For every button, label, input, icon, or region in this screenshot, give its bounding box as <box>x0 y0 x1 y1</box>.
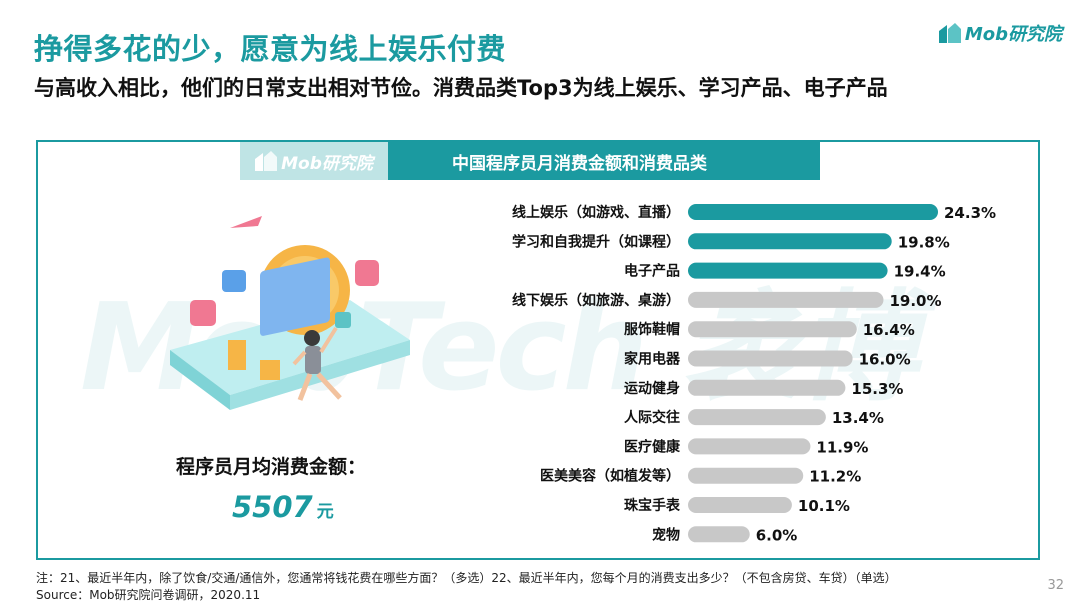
category-label: 电子产品 <box>624 263 680 280</box>
category-label: 人际交往 <box>624 409 680 426</box>
amount-value: 5507 元 <box>232 490 334 524</box>
consumption-bar-chart: 线上娱乐（如游戏、直播） 24.3% 学习和自我提升（如课程） 19.8% 电子产品 19… <box>512 204 996 544</box>
footnote-note: 注：21、最近半年内，除了饮食/交通/通信外，您通常将钱花费在哪些方面？（多选）… <box>36 571 897 585</box>
banner-title: 中国程序员月消费金额和消费品类 <box>388 142 820 180</box>
value-label: 15.3% <box>851 380 903 398</box>
banner-logo-text: Mob研究院 <box>281 153 373 174</box>
page-number: 32 <box>1047 578 1064 593</box>
footnote: 注：21、最近半年内，除了饮食/交通/通信外，您通常将钱花费在哪些方面？（多选）… <box>36 570 897 604</box>
bar <box>688 291 884 308</box>
bar <box>688 379 846 396</box>
value-label: 19.8% <box>898 233 950 251</box>
bar <box>688 409 826 426</box>
value-label: 19.4% <box>894 263 946 281</box>
category-label: 珠宝手表 <box>624 497 681 514</box>
category-label: 医美美容（如植发等） <box>540 468 680 485</box>
value-label: 10.1% <box>798 497 850 515</box>
logo-text: Mob研究院 <box>964 24 1062 45</box>
bar <box>688 350 853 367</box>
category-label: 家用电器 <box>624 351 681 368</box>
bar <box>688 497 792 513</box>
spending-illustration: $ <box>170 216 410 410</box>
banner-logo-icon <box>255 151 278 171</box>
value-label: 13.4% <box>832 409 884 427</box>
value-label: 11.9% <box>816 438 868 456</box>
category-label: 运动健身 <box>624 380 680 397</box>
category-label: 宠物 <box>652 526 680 543</box>
category-label: 服饰鞋帽 <box>624 321 680 338</box>
banner-logo: Mob研究院 <box>240 142 388 180</box>
bar <box>688 233 892 250</box>
category-label: 学习和自我提升（如课程） <box>512 233 680 250</box>
value-label: 16.0% <box>859 351 911 369</box>
page-subtitle: 与高收入相比，他们的日常支出相对节俭。消费品类Top3为线上娱乐、学习产品、电子… <box>34 76 888 100</box>
amount-unit: 元 <box>316 502 334 522</box>
page-title: 挣得多花的少，愿意为线上娱乐付费 <box>34 32 507 66</box>
category-label: 线下娱乐（如旅游、桌游） <box>512 292 680 309</box>
amount-label: 程序员月均消费金额： <box>176 456 367 478</box>
logo-mark-icon <box>938 23 961 43</box>
bar <box>688 204 938 220</box>
bar <box>688 262 888 279</box>
amount-number: 5507 <box>232 490 313 524</box>
category-label: 医疗健康 <box>624 438 681 455</box>
bar <box>688 321 857 338</box>
value-label: 16.4% <box>863 321 915 339</box>
brand-logo: Mob研究院 <box>938 20 1062 46</box>
bar <box>688 438 811 455</box>
category-label: 线上娱乐（如游戏、直播） <box>512 204 680 221</box>
value-label: 6.0% <box>756 526 798 544</box>
footnote-source: Source：Mob研究院问卷调研，2020.11 <box>36 588 261 602</box>
bar <box>688 526 750 543</box>
bar <box>688 467 804 484</box>
value-label: 11.2% <box>809 468 861 486</box>
chart-banner: Mob研究院 中国程序员月消费金额和消费品类 <box>240 142 820 180</box>
value-label: 19.0% <box>889 292 941 310</box>
chart-frame <box>36 140 1040 560</box>
value-label: 24.3% <box>944 204 996 222</box>
